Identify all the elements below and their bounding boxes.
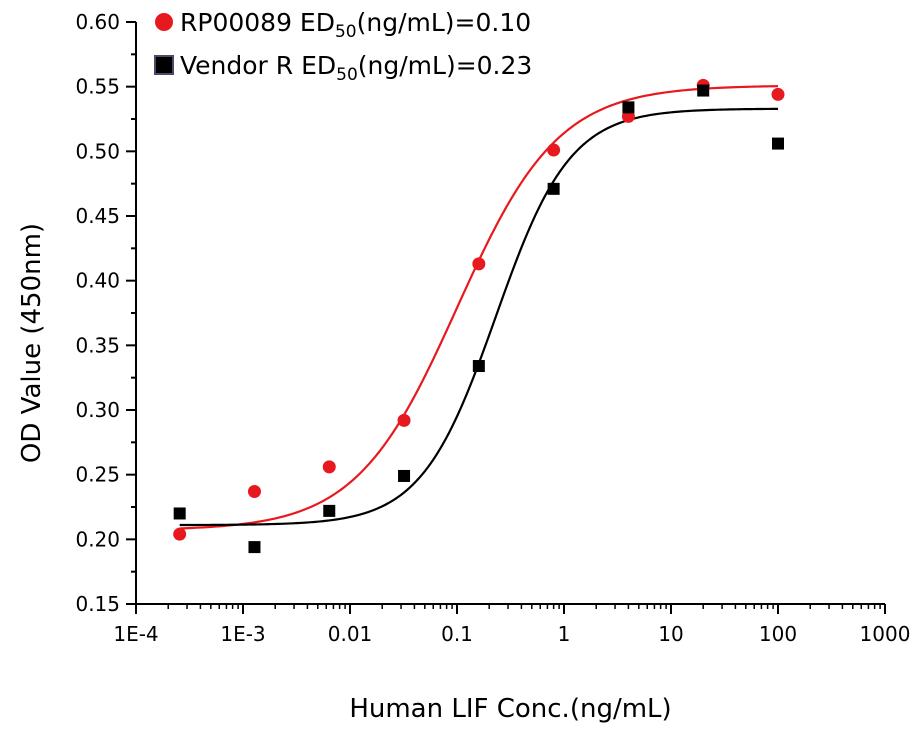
- fit-curve-1: [179, 85, 779, 530]
- x-tick-label: 100: [759, 622, 797, 646]
- x-tick-label: 0.01: [328, 622, 373, 646]
- data-point-series-2: [622, 101, 635, 114]
- legend-marker-circle: [155, 13, 173, 31]
- data-point-series-2: [173, 507, 186, 520]
- x-tick-label: 1E-4: [113, 622, 158, 646]
- y-tick-label: 0.35: [75, 333, 120, 357]
- data-point-series-2: [472, 360, 485, 373]
- data-point-series-1: [472, 257, 486, 271]
- data-point-series-1: [771, 87, 785, 101]
- y-tick-label: 0.20: [75, 527, 120, 551]
- x-tick-label: 1: [558, 622, 571, 646]
- x-tick-label: 10: [658, 622, 683, 646]
- y-tick-label: 0.50: [75, 139, 120, 163]
- data-point-series-2: [398, 469, 411, 482]
- y-tick-label: 0.15: [75, 592, 120, 616]
- x-tick-label: 0.1: [441, 622, 473, 646]
- legend-label-series-2: Vendor R ED50(ng/mL)=0.23: [180, 51, 532, 85]
- y-tick-label: 0.55: [75, 75, 120, 99]
- data-point-series-2: [323, 504, 336, 517]
- y-tick-label: 0.40: [75, 269, 120, 293]
- data-point-series-2: [248, 541, 261, 554]
- x-tick-label: 1E-3: [220, 622, 265, 646]
- data-point-series-1: [547, 143, 561, 157]
- fit-curves: [179, 85, 779, 530]
- data-point-series-1: [173, 527, 187, 541]
- axes: 0.15 0.20 0.25 0.30 0.35 0.40 0.45 0.50 0.55 0.60…: [75, 10, 910, 646]
- data-point-series-2: [547, 182, 560, 195]
- legend-label-series-1: RP00089 ED50(ng/mL)=0.10: [180, 8, 531, 42]
- data-point-series-1: [322, 460, 336, 474]
- y-tick-label: 0.45: [75, 204, 120, 228]
- legend: RP00089 ED50(ng/mL)=0.10 Vendor R ED50(ng…: [154, 8, 532, 85]
- data-point-series-1: [397, 413, 411, 427]
- data-point-series-2: [697, 84, 710, 97]
- legend-marker-square: [154, 55, 174, 75]
- y-tick-label: 0.30: [75, 398, 120, 422]
- x-axis-title: Human LIF Conc.(ng/mL): [349, 694, 671, 724]
- x-tick-label: 1000: [860, 622, 911, 646]
- data-point-series-1: [247, 484, 261, 498]
- y-tick-label: 0.60: [75, 10, 120, 34]
- fit-curve-2: [179, 107, 779, 527]
- y-axis-title: OD Value (450nm): [17, 223, 47, 463]
- data-point-series-2: [772, 137, 784, 150]
- y-tick-label: 0.25: [75, 463, 120, 487]
- data-points: [173, 78, 785, 554]
